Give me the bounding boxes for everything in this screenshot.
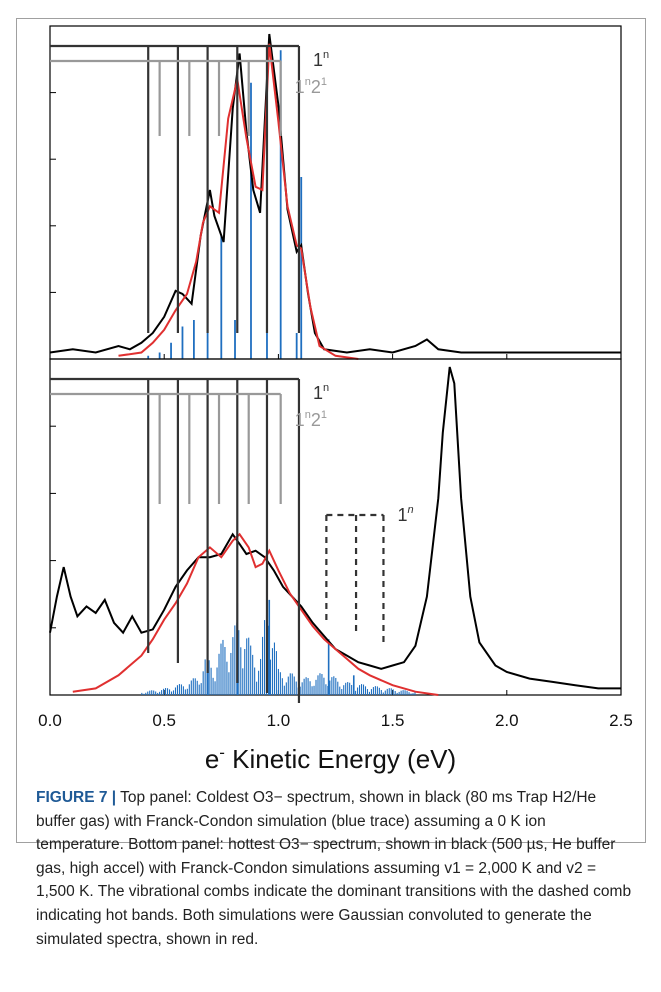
experimental-trace (49, 33, 621, 354)
x-tick-label: 2.5 (609, 711, 633, 730)
simulation-trace (118, 43, 359, 360)
panel-bottom-frame (49, 358, 622, 696)
panel-top-frame (49, 25, 622, 360)
x-tick-label: 0.0 (38, 711, 62, 730)
x-tick-label: 2.0 (495, 711, 519, 730)
simulation-trace (72, 532, 439, 696)
x-tick-label: 1.5 (381, 711, 405, 730)
spectrum-chart: 1n 1n21 1n 1n21 1n 0.0 0.5 1.0 1.5 2.0 2.5 (38, 25, 633, 730)
x-tick-label: 0.5 (152, 711, 176, 730)
comb-label: 1n21 (295, 76, 327, 97)
comb-label: 1n (397, 504, 413, 525)
x-tick-label: 1.0 (267, 711, 291, 730)
experimental-trace (49, 366, 621, 690)
caption-text: Top panel: Coldest O3− spectrum, shown i… (36, 789, 632, 948)
comb-label: 1n (313, 49, 329, 70)
caption-figure-number: FIGURE 7 | (36, 789, 117, 806)
x-axis-label: e- Kinetic Energy (eV) (204, 743, 457, 774)
figure-caption: FIGURE 7 | Top panel: Coldest O3− spectr… (36, 786, 636, 951)
comb-label: 1n21 (295, 409, 327, 430)
figure-frame (16, 18, 646, 843)
comb-label: 1n (313, 382, 329, 403)
